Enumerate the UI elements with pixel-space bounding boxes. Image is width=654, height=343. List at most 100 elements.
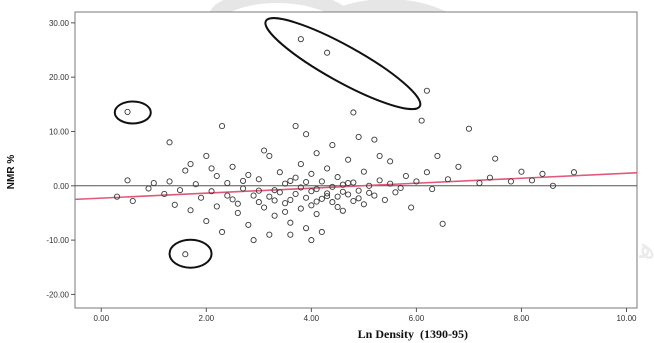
- x-tick-label: 2.00: [199, 314, 215, 323]
- data-point: [292, 123, 299, 130]
- plot-area: [74, 11, 638, 309]
- data-point: [282, 180, 289, 187]
- data-points: [113, 36, 578, 258]
- data-point: [313, 210, 320, 218]
- data-point: [124, 177, 131, 184]
- data-point: [297, 205, 304, 212]
- data-point: [329, 142, 336, 149]
- data-point: [282, 208, 289, 215]
- data-point: [492, 155, 499, 162]
- data-point: [276, 189, 283, 196]
- data-point: [423, 87, 430, 94]
- data-point: [418, 117, 425, 124]
- data-point: [287, 219, 294, 226]
- data-point: [570, 169, 578, 176]
- reference-lines: [74, 171, 638, 201]
- data-point: [429, 186, 436, 193]
- x-axis-label-suffix: (1390-95): [420, 327, 468, 341]
- data-point: [486, 174, 493, 181]
- x-tick-label: 0.00: [93, 314, 109, 323]
- data-point: [266, 231, 273, 238]
- fit-line: [74, 171, 638, 201]
- x-axis-label: Ln Density: [358, 327, 414, 341]
- data-point: [229, 163, 236, 170]
- data-point: [371, 192, 378, 199]
- data-point: [355, 133, 362, 140]
- data-point: [397, 184, 404, 192]
- data-point: [366, 189, 373, 196]
- data-point: [182, 167, 189, 174]
- data-point: [261, 147, 268, 154]
- data-point: [439, 220, 446, 227]
- data-point: [150, 180, 157, 187]
- data-point: [192, 181, 199, 188]
- data-point: [318, 178, 325, 185]
- y-tick-label: 30.00: [49, 19, 70, 28]
- data-point: [166, 139, 173, 146]
- highlight-ellipse: [168, 238, 213, 269]
- data-point: [324, 190, 331, 197]
- data-point: [408, 204, 415, 211]
- data-point: [345, 180, 352, 187]
- highlight-ellipses: [113, 17, 422, 269]
- data-point: [229, 196, 236, 203]
- data-point: [255, 199, 262, 206]
- data-point: [208, 165, 215, 172]
- x-tick-label: 6.00: [409, 314, 425, 323]
- data-point: [292, 190, 299, 197]
- data-point: [266, 193, 273, 200]
- data-point: [329, 183, 336, 190]
- data-point: [266, 152, 273, 159]
- data-point: [276, 169, 283, 176]
- data-point: [381, 196, 388, 203]
- data-point: [171, 201, 178, 208]
- data-point: [240, 177, 247, 184]
- data-point: [371, 136, 378, 143]
- data-point: [234, 200, 241, 207]
- data-point: [308, 237, 315, 244]
- data-point: [313, 150, 320, 157]
- data-point: [350, 197, 357, 205]
- data-point: [313, 198, 320, 205]
- data-point: [255, 176, 262, 183]
- data-point: [187, 207, 194, 214]
- data-point: [297, 161, 304, 168]
- data-point: [255, 187, 262, 194]
- data-point: [329, 199, 336, 206]
- data-point: [334, 203, 341, 211]
- data-point: [444, 176, 451, 183]
- data-point: [271, 187, 278, 194]
- data-point: [245, 221, 252, 228]
- data-point: [234, 209, 241, 217]
- data-point: [334, 193, 341, 200]
- data-point: [161, 190, 168, 197]
- data-point: [250, 237, 257, 244]
- data-point: [387, 158, 394, 165]
- data-point: [350, 109, 357, 116]
- data-point: [113, 193, 121, 200]
- data-point: [303, 131, 310, 138]
- data-point: [176, 187, 184, 194]
- data-point: [392, 189, 399, 196]
- data-point: [303, 225, 310, 232]
- data-point: [182, 251, 189, 258]
- data-point: [213, 172, 220, 180]
- data-point: [261, 204, 268, 211]
- data-point: [355, 187, 362, 194]
- data-point: [423, 169, 430, 176]
- data-point: [297, 184, 304, 191]
- data-point: [282, 200, 289, 207]
- data-point: [345, 191, 352, 198]
- data-point: [339, 188, 346, 195]
- data-point: [240, 185, 247, 192]
- y-tick-label: 0.00: [53, 182, 69, 191]
- data-point: [518, 168, 525, 175]
- data-point: [287, 196, 294, 203]
- data-point: [324, 165, 331, 172]
- y-tick-label: -20.00: [46, 290, 69, 299]
- x-tick-label: 4.00: [304, 314, 320, 323]
- data-point: [313, 186, 320, 193]
- data-point: [271, 212, 278, 219]
- data-point: [303, 194, 310, 201]
- data-point: [271, 197, 278, 204]
